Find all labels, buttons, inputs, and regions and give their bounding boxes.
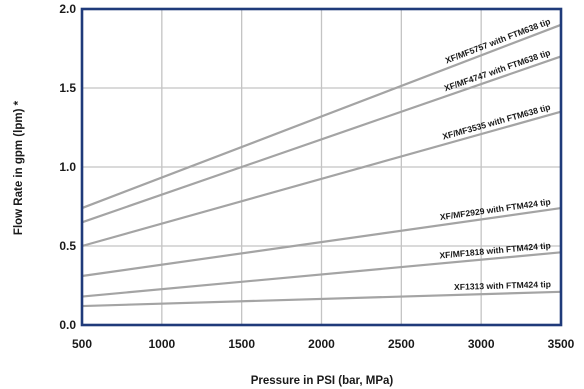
grid-lines (81, 8, 562, 326)
series-line-3 (81, 206, 562, 278)
y-tick-label-1: 0.5 (59, 239, 76, 253)
x-tick-label-2: 1500 (228, 337, 255, 351)
x-axis-title: Pressure in PSI (bar, MPa) (251, 375, 394, 387)
series-lines (81, 23, 562, 308)
series-line-4 (81, 251, 562, 298)
x-tick-label-0: 500 (72, 337, 92, 351)
x-tick-label-6: 3500 (548, 337, 575, 351)
y-tick-label-2: 1.0 (59, 160, 76, 174)
series-line-1 (81, 55, 562, 224)
series-label-2: XF/MF3535 with FTM638 tip (441, 102, 551, 142)
series-line-0 (81, 23, 562, 210)
series-line-2 (81, 110, 562, 248)
y-axis-title: Flow Rate in gpm (lpm) * (13, 100, 25, 235)
x-tick-label-5: 3000 (468, 337, 495, 351)
x-tick-label-4: 2500 (388, 337, 415, 351)
x-tick-label-1: 1000 (148, 337, 175, 351)
y-tick-label-3: 1.5 (59, 81, 76, 95)
x-axis-ticks: 500 1000 1500 2000 2500 3000 3500 (72, 337, 575, 351)
series-line-5 (81, 290, 562, 308)
series-label-5: XF1313 with FTM424 tip (454, 279, 551, 292)
y-axis-ticks: 0.0 0.5 1.0 1.5 2.0 (59, 2, 76, 332)
x-tick-label-3: 2000 (308, 337, 335, 351)
y-tick-label-0: 0.0 (59, 318, 76, 332)
y-tick-label-4: 2.0 (59, 2, 76, 16)
plot-frame (80, 7, 563, 327)
